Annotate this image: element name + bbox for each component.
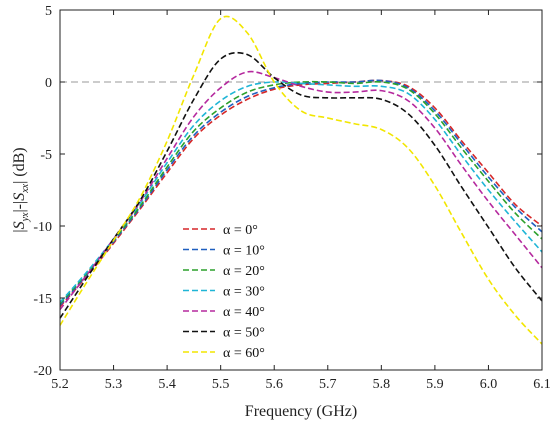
series-line-3: [59, 81, 543, 303]
legend-label-0: α = 0°: [223, 223, 258, 238]
x-tick-label: 6.0: [480, 377, 498, 392]
x-tick-label: 5.7: [319, 377, 337, 392]
legend-label-6: α = 60°: [223, 346, 265, 361]
series-line-0: [59, 79, 543, 308]
series-layer: [59, 15, 543, 345]
plot-area: [60, 10, 542, 370]
x-tick-label: 5.4: [158, 377, 176, 392]
plot-frame: [59, 9, 543, 371]
x-axis: 5.2 5.3 5.4 5.5 5.6 5.7 5.8 5.9 6.0 6.1: [51, 10, 550, 392]
y-axis-title: |Syx|-|Sxx| (dB): [11, 147, 31, 232]
y-tick-label: -20: [33, 364, 52, 379]
series-line-4: [59, 70, 543, 311]
x-tick-label: 5.8: [373, 377, 391, 392]
x-axis-title: Frequency (GHz): [245, 403, 357, 420]
y-tick-label: 5: [45, 4, 52, 19]
legend-label-2: α = 20°: [223, 264, 265, 279]
legend-label-5: α = 50°: [223, 326, 265, 341]
x-tick-label: 6.1: [533, 377, 550, 392]
legend-label-3: α = 30°: [223, 285, 265, 300]
x-tick-label: 5.3: [105, 377, 123, 392]
y-axis: 5 0 -5 -10 -15 -20: [33, 4, 542, 379]
legend-label-4: α = 40°: [223, 305, 265, 320]
y-tick-label: -10: [33, 220, 52, 235]
x-tick-label: 5.9: [426, 377, 444, 392]
x-tick-label: 5.6: [265, 377, 283, 392]
series-line-5: [59, 51, 543, 319]
legend-label-1: α = 10°: [223, 244, 265, 259]
y-tick-label: -5: [40, 148, 52, 163]
y-tick-label: -15: [33, 292, 52, 307]
legend: α = 0° α = 10° α = 20° α = 30° α = 40° α = 50…: [183, 223, 265, 361]
series-line-2: [59, 80, 543, 305]
y-tick-label: 0: [45, 76, 52, 91]
x-tick-label: 5.2: [51, 377, 69, 392]
x-tick-label: 5.5: [212, 377, 230, 392]
